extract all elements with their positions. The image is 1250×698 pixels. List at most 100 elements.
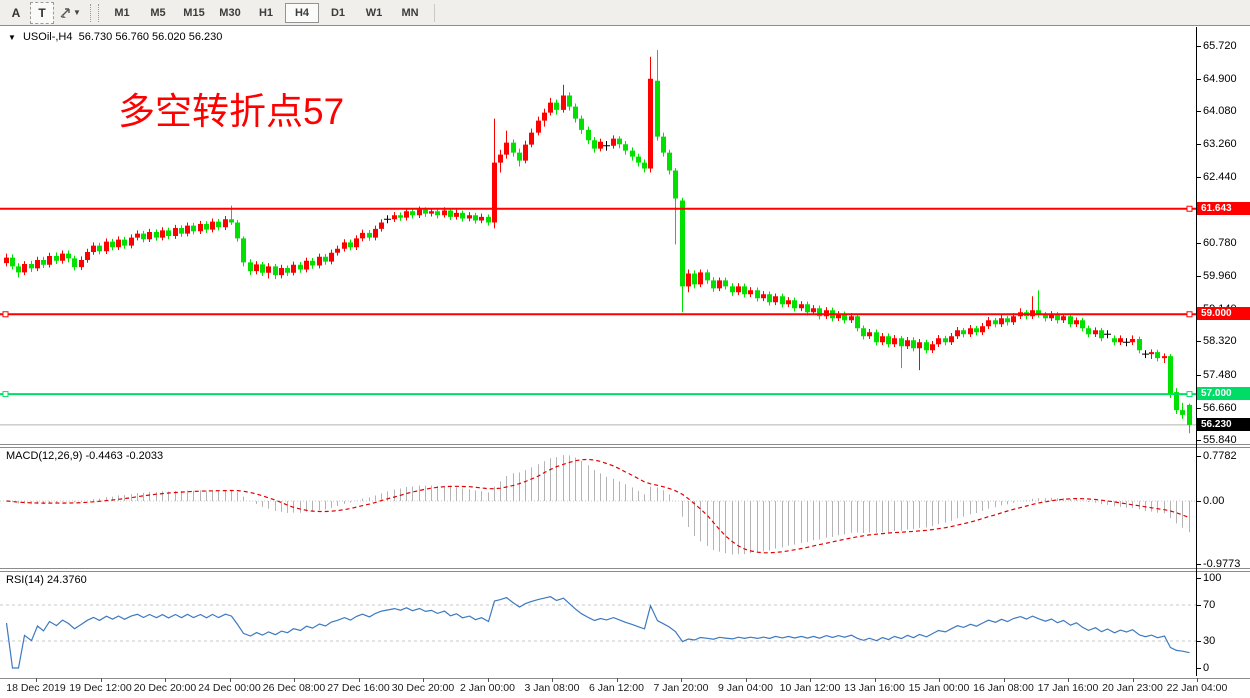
price-label: 60.780 (1203, 237, 1237, 250)
macd-label: MACD(12,26,9) -0.4463 -0.2033 (6, 450, 164, 462)
price-label: 55.840 (1203, 434, 1237, 447)
timeframe-button-m30[interactable]: M30 (219, 6, 241, 19)
timeframe-button-m5[interactable]: M5 (150, 6, 166, 19)
price-tick (1196, 407, 1201, 409)
time-label[interactable]: 27 Dec 16:00 (327, 682, 390, 694)
price-label: 62.440 (1203, 170, 1237, 183)
rsi-label: 70 (1203, 599, 1216, 611)
cursor-mode-icon (60, 8, 70, 18)
rsi-line (5, 596, 1190, 669)
time-label[interactable]: 3 Jan 08:00 (524, 682, 580, 694)
bear-candle-bodies (10, 80, 1192, 425)
time-label[interactable]: 20 Jan 23:00 (1102, 682, 1163, 694)
price-tick (1196, 341, 1201, 343)
toolbar: A T ▼ M1 M5 M15 M30 H1 H4 D1 W1 MN (0, 0, 1250, 26)
price-tick (1196, 243, 1201, 245)
time-label[interactable]: 20 Dec 20:00 (133, 682, 197, 694)
level-handle-right[interactable] (1186, 391, 1193, 398)
arrow-tool-button[interactable]: A (11, 5, 21, 20)
time-tick (616, 678, 618, 682)
current-price-badge: 56.230 (1197, 417, 1250, 431)
price-tick (1196, 111, 1201, 113)
time-label[interactable]: 10 Jan 12:00 (779, 682, 841, 694)
rsi-label: 0 (1203, 662, 1210, 674)
time-label[interactable]: 30 Dec 20:00 (391, 682, 455, 694)
ohlc-values: 56.730 56.760 56.020 56.230 (78, 31, 223, 43)
level-price-badge: 57.000 (1197, 387, 1250, 401)
price-label: 56.660 (1203, 401, 1237, 414)
price-label: 59.960 (1203, 269, 1237, 282)
time-tick (939, 678, 940, 682)
level-handle-left[interactable] (2, 391, 9, 398)
time-tick (1197, 678, 1198, 682)
panel-splitter-rsi[interactable] (0, 568, 1250, 572)
level-handle-right[interactable] (1186, 311, 1193, 318)
price-label: 64.080 (1203, 105, 1237, 118)
rsi-label: RSI(14) 24.3760 (6, 574, 87, 586)
level-price-badge: 61.643 (1197, 201, 1250, 215)
time-label[interactable]: 7 Jan 20:00 (653, 682, 709, 694)
rsi-label: 30 (1203, 635, 1216, 647)
timeframe-button-h1[interactable]: H1 (258, 6, 274, 19)
cursor-mode-button[interactable]: ▼ (57, 3, 83, 23)
doji-candles (384, 141, 1149, 359)
time-tick (681, 678, 682, 682)
dropdown-triangle-icon[interactable]: ▼ (8, 33, 16, 42)
rsi-label: 100 (1203, 572, 1222, 584)
macd-tick (1196, 456, 1201, 458)
time-tick (229, 678, 231, 682)
time-tick (1003, 678, 1005, 682)
time-tick (36, 678, 37, 682)
time-tick (1068, 678, 1069, 682)
price-label: 58.320 (1203, 335, 1237, 348)
price-tick (1196, 275, 1201, 277)
rsi-tick (1196, 605, 1201, 606)
timeframe-button-d1[interactable]: D1 (330, 6, 346, 19)
timeframe-button-m15[interactable]: M15 (183, 6, 205, 19)
panel-splitter-macd[interactable] (0, 444, 1250, 448)
time-label[interactable]: 15 Jan 00:00 (908, 682, 970, 694)
time-tick (874, 678, 876, 682)
time-label[interactable]: 24 Dec 00:00 (198, 682, 261, 694)
level-handle-right[interactable] (1186, 205, 1193, 212)
timeframe-button-h4[interactable]: H4 (285, 2, 319, 23)
time-label[interactable]: 17 Jan 16:00 (1037, 682, 1099, 694)
time-label[interactable]: 6 Jan 12:00 (589, 682, 644, 694)
time-label[interactable]: 2 Jan 00:00 (460, 682, 515, 694)
time-tick (165, 678, 166, 682)
symbol-period-label: USOil-,H4 (22, 31, 73, 43)
annotation-text: 多空转折点57 (118, 91, 345, 132)
time-label[interactable]: 9 Jan 04:00 (718, 682, 773, 694)
time-label[interactable]: 16 Jan 08:00 (973, 682, 1034, 694)
toolbar-separator (434, 3, 435, 22)
time-label[interactable]: 22 Jan 04:00 (1166, 682, 1228, 694)
rsi-tick (1196, 641, 1201, 642)
macd-tick (1196, 564, 1201, 566)
macd-tick (1196, 501, 1201, 502)
time-label[interactable]: 19 Dec 12:00 (69, 682, 132, 694)
time-label[interactable]: 26 Dec 08:00 (262, 682, 326, 694)
level-handle-left[interactable] (2, 311, 9, 318)
toolbar-grip[interactable] (90, 3, 99, 22)
price-axis-line (1196, 27, 1197, 676)
price-tick (1196, 46, 1201, 47)
time-label[interactable]: 13 Jan 16:00 (844, 682, 905, 694)
macd-signal-line (6, 458, 1190, 554)
price-label: 65.720 (1203, 40, 1237, 52)
timeframe-button-mn[interactable]: MN (401, 6, 419, 19)
macd-label: -0.9773 (1203, 558, 1241, 571)
time-tick (745, 678, 747, 682)
time-tick (810, 678, 811, 682)
macd-label: 0.00 (1203, 495, 1225, 507)
time-axis[interactable] (0, 678, 1250, 698)
timeframe-button-m1[interactable]: M1 (114, 6, 130, 19)
price-tick (1196, 176, 1201, 178)
time-tick (423, 678, 424, 682)
timeframe-button-w1[interactable]: W1 (365, 6, 383, 19)
time-label[interactable]: 18 Dec 2019 (6, 682, 66, 694)
chart-title: ▼ USOil-,H4 56.730 56.760 56.020 56.230 (8, 31, 222, 43)
text-tool-button[interactable]: T (30, 1, 54, 24)
price-tick (1196, 144, 1201, 146)
time-tick (294, 678, 295, 682)
